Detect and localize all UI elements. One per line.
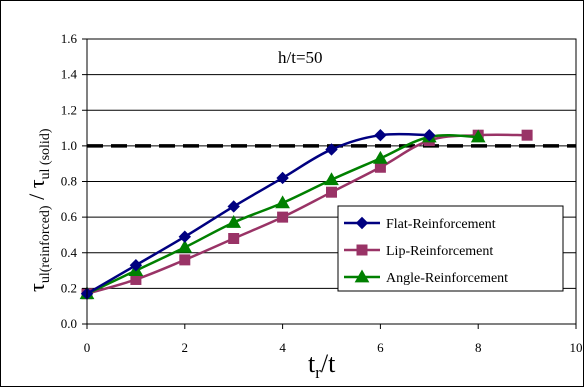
data-point [324,172,339,186]
y-tick-label: 1.6 [61,31,78,46]
data-point [179,254,191,266]
data-point [226,214,242,228]
data-point [326,186,337,198]
x-tick-label: 8 [475,340,482,355]
x-tick-label: 6 [377,340,384,355]
data-point [521,129,533,141]
legend-label: Angle-Reinforcement [386,271,508,286]
x-tick-label: 4 [279,340,286,355]
legend-label: Flat-Reinforcement [386,217,496,232]
x-tick-label: 2 [182,340,189,355]
data-point [277,211,289,223]
legend-marker [354,269,370,283]
data-point [423,128,436,142]
y-tick-label: 1.0 [61,138,77,153]
y-tick-label: 0.2 [61,280,77,295]
x-axis-label: tr/t [308,349,336,382]
data-point [374,161,386,173]
data-point [227,200,240,213]
y-tick-label: 0.4 [61,245,78,260]
data-point [130,273,142,285]
legend-marker [355,216,369,230]
data-point [177,239,193,253]
y-tick-label: 1.2 [61,102,77,117]
data-point [228,233,240,244]
legend: Flat-Reinforcement Lip-Reinforcement Angle… [337,205,564,292]
data-point [129,259,143,272]
legend-marker [356,244,368,256]
x-tick-label: 0 [84,340,91,355]
data-point [276,171,289,185]
series-flat-reinforcement [80,128,436,300]
y-axis-label: τul(reinforced) / τul (solid) [24,128,53,292]
annotation: h/t=50 [278,48,323,67]
legend-label: Lip-Reinforcement [386,244,493,259]
data-point [178,230,192,243]
y-tick-label: 0.0 [61,316,77,331]
data-point [373,150,388,164]
y-tick-label: 0.8 [61,174,77,189]
data-point [374,128,387,142]
data-point [275,195,290,209]
x-tick-label: 10 [570,340,583,355]
data-point [325,143,338,156]
y-tick-label: 0.6 [61,209,78,224]
data-point [470,129,486,143]
y-tick-label: 1.4 [61,67,78,82]
